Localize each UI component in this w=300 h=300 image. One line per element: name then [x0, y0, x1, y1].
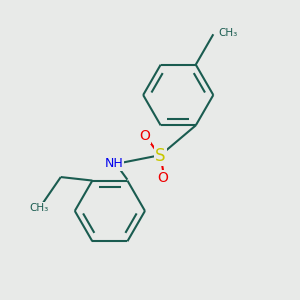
Text: S: S — [155, 147, 166, 165]
Text: NH: NH — [105, 157, 124, 170]
Text: CH₃: CH₃ — [29, 203, 49, 213]
Text: CH₃: CH₃ — [219, 28, 238, 38]
Text: O: O — [140, 129, 150, 143]
Text: O: O — [157, 171, 168, 185]
